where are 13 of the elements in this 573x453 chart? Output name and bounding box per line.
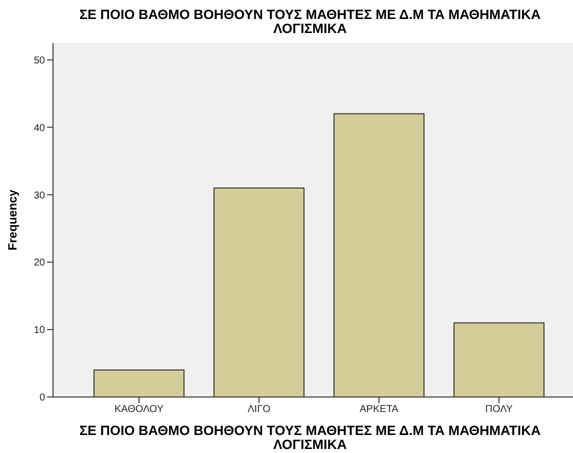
x-tick-label: ΑΡΚΕΤΑ: [360, 404, 399, 416]
x-tick-label: ΚΑΘΟΛΟΥ: [114, 404, 164, 416]
x-axis-title: ΣΕ ΠΟΙΟ ΒΑΘΜΟ ΒΟΗΘΟΥΝ ΤΟΥΣ ΜΑΘΗΤΕΣ ΜΕ Δ.Μ ΤΑ ΜΑΘΗΜΑΤΙΚΑ ΛΟΓΙΣΜΙΚΑ: [78, 423, 542, 452]
x-tick-label: ΛΙΓΟ: [248, 404, 271, 416]
y-tick-label: 30: [34, 190, 46, 202]
x-tick-label: ΠΟΛΥ: [485, 404, 514, 416]
chart-title: ΣΕ ΠΟΙΟ ΒΑΘΜΟ ΒΟΗΘΟΥΝ ΤΟΥΣ ΜΑΘΗΤΕΣ ΜΕ Δ.Μ ΤΑ ΜΑΘΗΜΑΤΙΚΑ ΛΟΓΙΣΜΙΚΑ: [78, 7, 542, 36]
y-tick-label: 10: [34, 325, 46, 336]
y-axis-title: Frequency: [5, 189, 20, 250]
y-tick-label: 20: [34, 258, 46, 269]
y-tick-label: 40: [34, 122, 46, 134]
y-tick-label: 0: [39, 392, 46, 404]
y-tick-label: 50: [34, 55, 46, 66]
